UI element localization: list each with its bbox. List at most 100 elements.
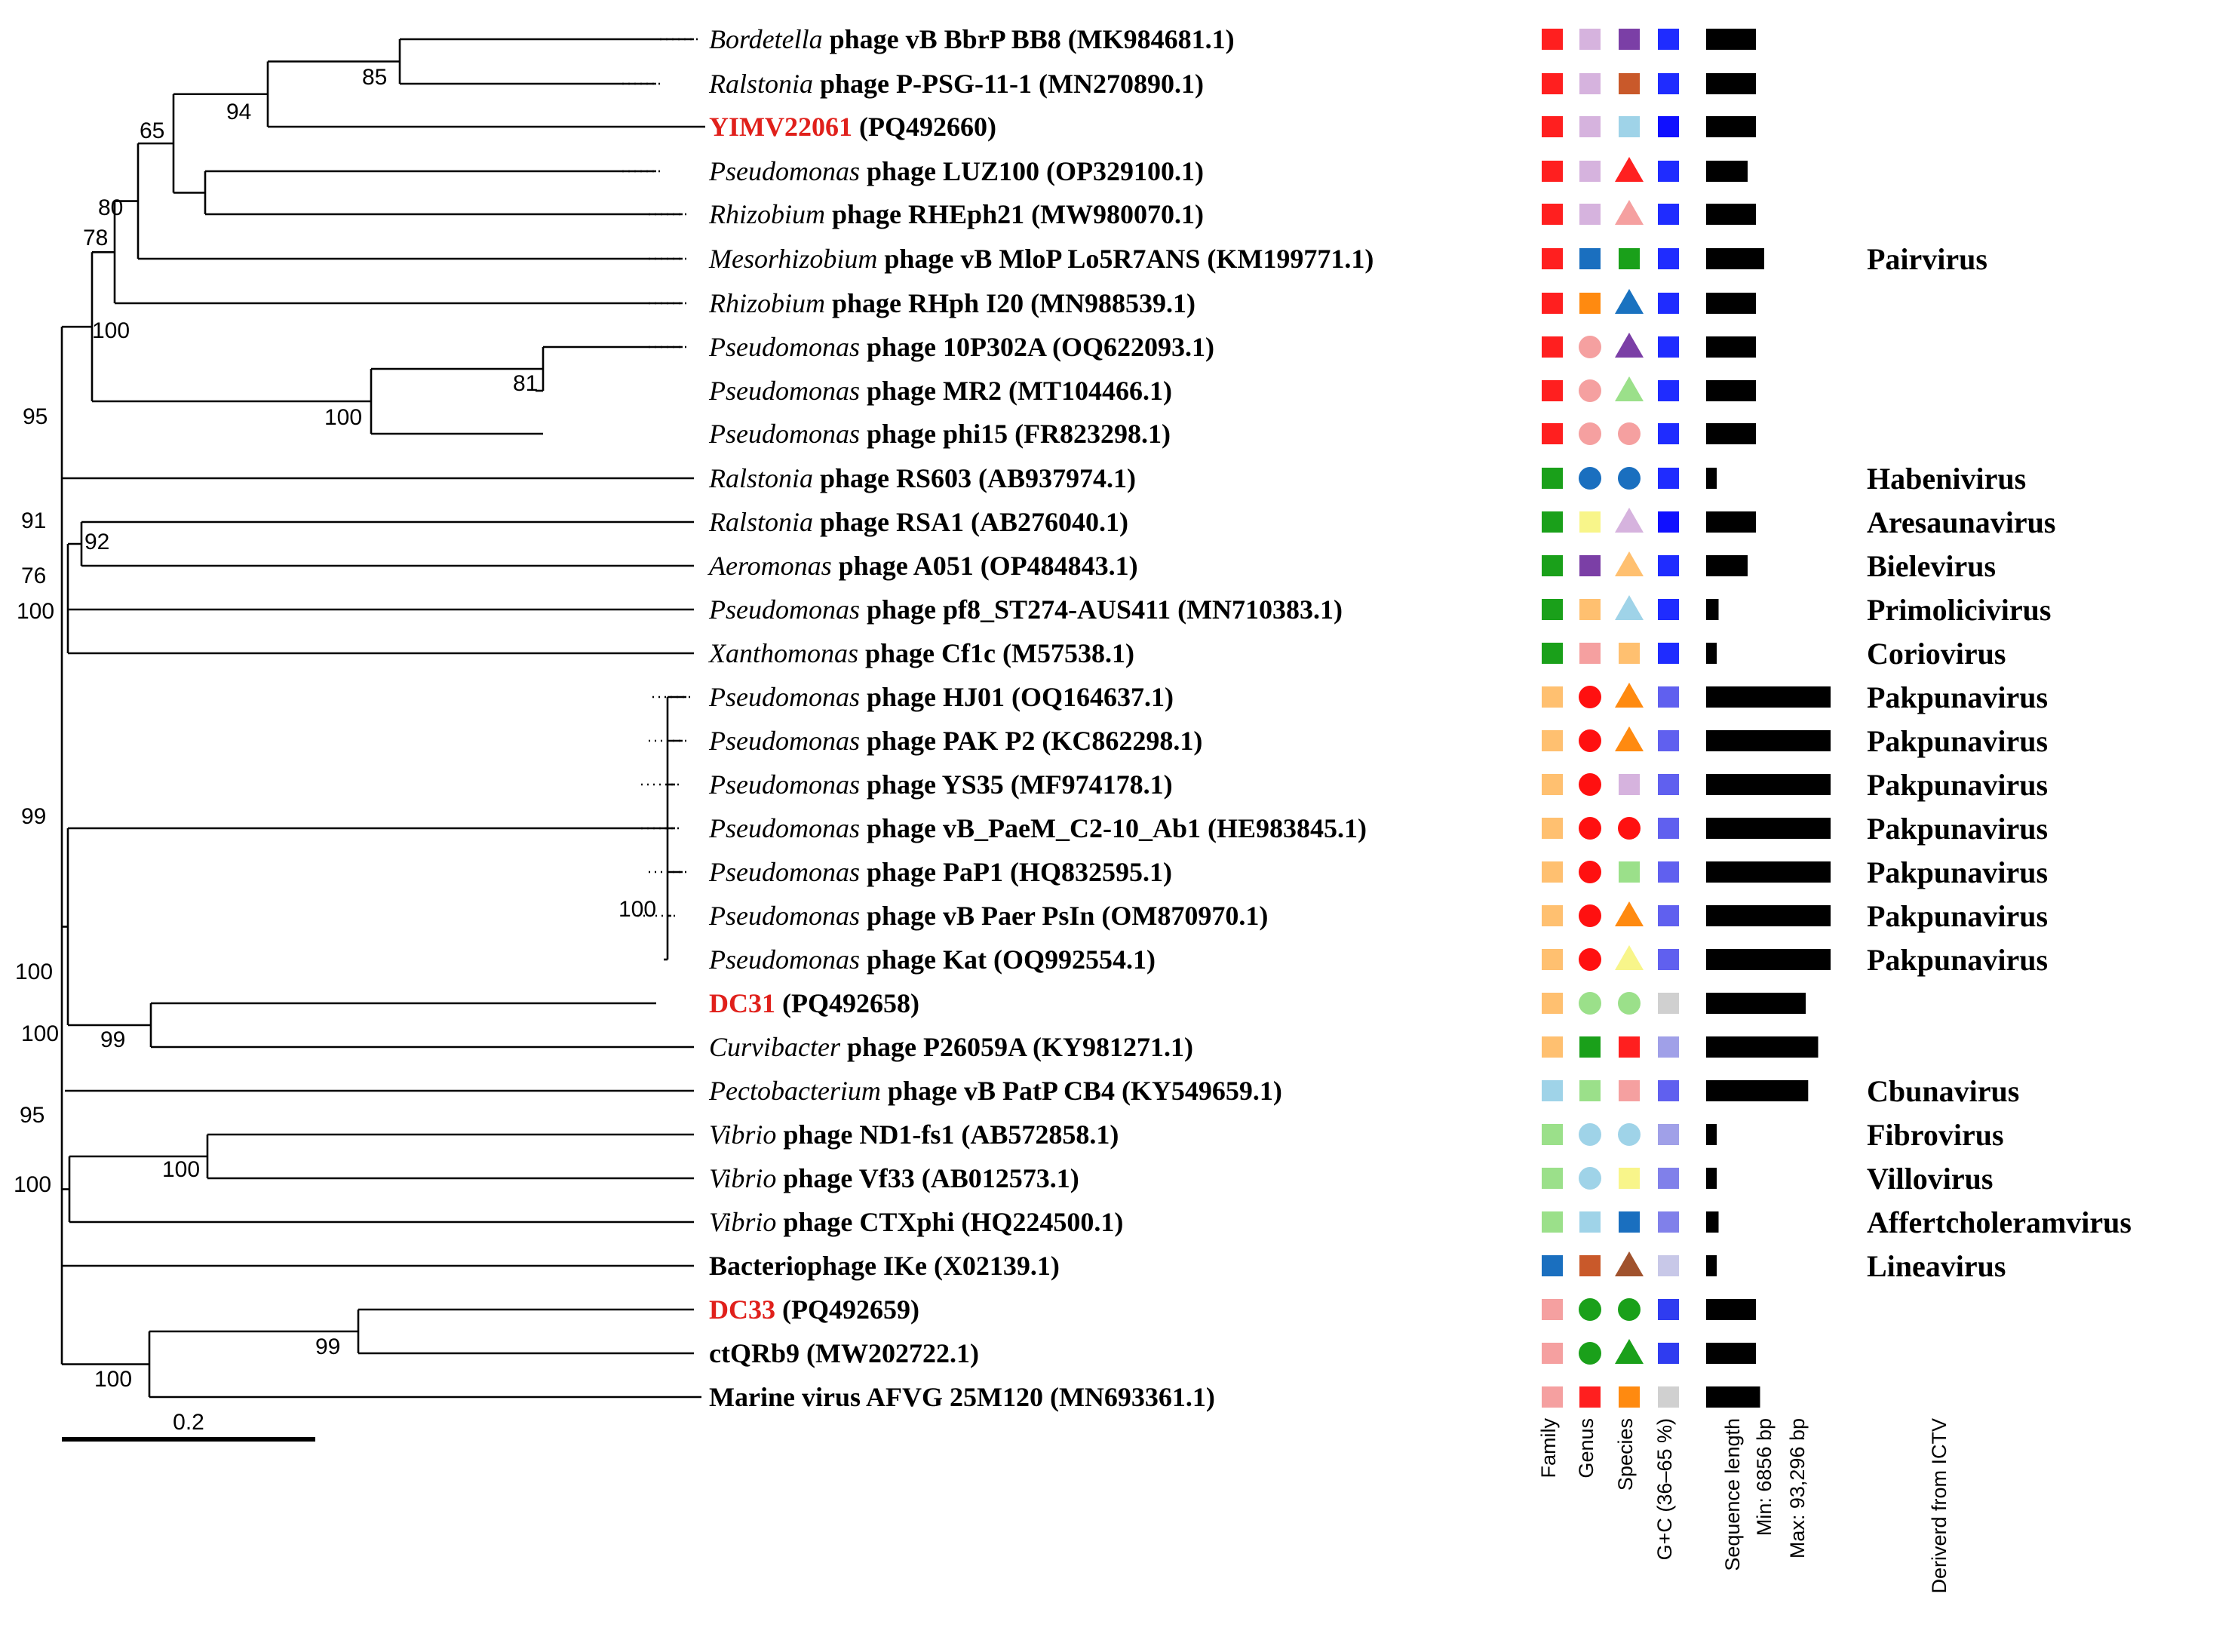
bootstrap-value: 100 <box>94 1367 132 1392</box>
bootstrap-value: 100 <box>21 1021 59 1046</box>
genus-marker-circle <box>1579 336 1601 358</box>
family-marker-square <box>1542 1386 1563 1408</box>
species-marker-square <box>1619 248 1640 269</box>
ictv-genus-label: Cbunavirus <box>1867 1074 2019 1108</box>
taxon-name: phage RS603 (AB937974.1) <box>813 463 1136 493</box>
taxon-name: phage Vf33 (AB012573.1) <box>776 1163 1079 1193</box>
sequence-length-bar <box>1706 1255 1717 1276</box>
genus-marker-square <box>1579 1386 1601 1408</box>
gc-marker-square <box>1658 161 1679 182</box>
sequence-length-bar <box>1706 730 1831 751</box>
gc-marker-square <box>1658 73 1679 94</box>
taxon-name: phage RHph I20 (MN988539.1) <box>825 288 1196 318</box>
family-marker-square <box>1542 1036 1563 1058</box>
taxon-name: phage vB Paer PsIn (OM870970.1) <box>860 901 1268 931</box>
taxon-name: Marine virus AFVG 25M120 (MN693361.1) <box>709 1382 1215 1412</box>
sequence-length-bar <box>1706 774 1831 795</box>
bootstrap-value: 99 <box>315 1334 340 1359</box>
family-marker-square <box>1542 774 1563 795</box>
sequence-length-bar <box>1706 1124 1717 1145</box>
genus-marker-circle <box>1579 729 1601 752</box>
taxon-label: Aeromonas phage A051 (OP484843.1) <box>707 551 1138 581</box>
family-marker-square <box>1542 993 1563 1014</box>
family-marker-square <box>1542 861 1563 883</box>
species-marker-triangle <box>1615 901 1644 926</box>
taxon-name: phage Cf1c (M57538.1) <box>858 638 1134 668</box>
species-marker-square <box>1619 861 1640 883</box>
taxon-label: Pseudomonas phage phi15 (FR823298.1) <box>708 419 1171 449</box>
sequence-length-bar <box>1706 29 1756 50</box>
taxon-name: phage RSA1 (AB276040.1) <box>813 507 1128 537</box>
taxon-label: Pseudomonas phage Kat (OQ992554.1) <box>708 944 1156 975</box>
species-marker-triangle <box>1615 200 1644 225</box>
taxon-host: Mesorhizobium <box>708 244 877 274</box>
genus-marker-circle <box>1579 992 1601 1015</box>
taxon-name: Bacteriophage IKe (X02139.1) <box>709 1251 1060 1281</box>
species-marker-circle <box>1618 1298 1641 1321</box>
taxon-label: Pseudomonas phage YS35 (MF974178.1) <box>708 769 1173 800</box>
species-marker-square <box>1619 1080 1640 1101</box>
taxon-host: Xanthomonas <box>707 638 858 668</box>
sequence-length-bar <box>1706 1386 1760 1408</box>
bootstrap-value: 95 <box>20 1103 45 1128</box>
sequence-length-bar <box>1706 204 1756 225</box>
species-marker-circle <box>1618 817 1641 840</box>
header-family: Family <box>1537 1418 1560 1479</box>
family-marker-square <box>1542 686 1563 708</box>
family-marker-square <box>1542 730 1563 751</box>
taxon-name: phage A051 (OP484843.1) <box>832 551 1138 581</box>
bootstrap-value: 76 <box>21 563 46 588</box>
column-headers: Family Genus Species G+C (36–65 %) Seque… <box>1537 1418 1951 1594</box>
genus-marker-circle <box>1579 904 1601 927</box>
sequence-length-bar <box>1706 686 1831 708</box>
sequence-length-bar <box>1706 1299 1756 1320</box>
taxon-name: phage 10P302A (OQ622093.1) <box>860 332 1214 362</box>
taxon-label: Pseudomonas phage vB Paer PsIn (OM870970… <box>708 901 1268 931</box>
taxon-name: phage RHEph21 (MW980070.1) <box>825 199 1204 229</box>
taxon-name: phage CTXphi (HQ224500.1) <box>776 1207 1123 1237</box>
genus-marker-square <box>1579 511 1601 533</box>
taxon-name: phage PAK P2 (KC862298.1) <box>860 726 1202 756</box>
sequence-length-bar <box>1706 248 1764 269</box>
taxon-highlight: DC31 <box>709 988 775 1018</box>
species-marker-square <box>1619 1211 1640 1233</box>
taxon-label: Ralstonia phage RS603 (AB937974.1) <box>708 463 1136 493</box>
taxon-label: Ralstonia phage RSA1 (AB276040.1) <box>708 507 1128 537</box>
species-marker-square <box>1619 1386 1640 1408</box>
gc-marker-square <box>1658 1168 1679 1189</box>
taxon-label: Pseudomonas phage MR2 (MT104466.1) <box>708 376 1172 406</box>
taxon-host: Vibrio <box>709 1119 776 1150</box>
taxon-host: Pseudomonas <box>708 901 860 931</box>
taxon-host: Pseudomonas <box>708 594 860 625</box>
family-marker-square <box>1542 161 1563 182</box>
species-marker-square <box>1619 73 1640 94</box>
gc-marker-square <box>1658 511 1679 533</box>
species-marker-triangle <box>1615 508 1644 533</box>
taxon-host: Ralstonia <box>708 463 813 493</box>
genus-marker-circle <box>1579 379 1601 402</box>
bootstrap-value: 92 <box>84 530 109 554</box>
ictv-genus-label: Aresaunavirus <box>1867 505 2055 539</box>
gc-marker-square <box>1658 248 1679 269</box>
header-species: Species <box>1614 1418 1637 1491</box>
family-marker-square <box>1542 599 1563 620</box>
taxon-label: Rhizobium phage RHEph21 (MW980070.1) <box>708 199 1204 229</box>
header-sequence-length: Sequence length <box>1721 1418 1744 1571</box>
taxon-host: Bordetella <box>709 24 823 54</box>
taxon-host: Ralstonia <box>708 507 813 537</box>
taxon-name: phage YS35 (MF974178.1) <box>860 769 1173 800</box>
taxon-label: Bacteriophage IKe (X02139.1) <box>709 1251 1060 1281</box>
taxon-label: YIMV22061 (PQ492660) <box>709 112 996 142</box>
ictv-genus-label: Pakpunavirus <box>1867 855 2048 889</box>
gc-marker-square <box>1658 686 1679 708</box>
taxon-name: (PQ492659) <box>775 1294 919 1325</box>
gc-marker-square <box>1658 1386 1679 1408</box>
species-marker-square <box>1619 643 1640 664</box>
ictv-genus-labels: Pairvirus Habenivirus Aresaunavirus Bielevi… <box>1867 242 2132 1283</box>
header-genus: Genus <box>1575 1418 1598 1479</box>
taxon-label: Curvibacter phage P26059A (KY981271.1) <box>709 1032 1193 1062</box>
gc-marker-square <box>1658 861 1679 883</box>
sequence-length-bar <box>1706 423 1756 444</box>
gc-marker-square <box>1658 468 1679 489</box>
genus-marker-square <box>1579 1211 1601 1233</box>
